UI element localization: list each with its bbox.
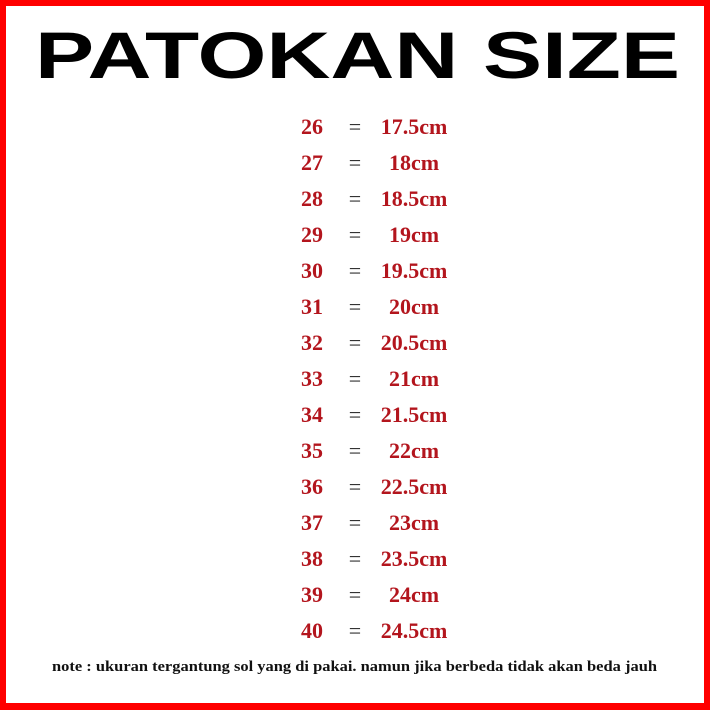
size-value: 30 <box>301 258 323 283</box>
length-value: 24.5cm <box>380 618 448 643</box>
size-value: 34 <box>301 402 323 427</box>
size-row: 32 = 20.5cm <box>0 325 710 361</box>
size-value: 33 <box>301 366 323 391</box>
equals-sign: = <box>348 474 362 499</box>
equals-sign: = <box>348 186 362 211</box>
size-row: 36 = 22.5cm <box>0 469 710 505</box>
size-row: 28 = 18.5cm <box>0 181 710 217</box>
equals-sign: = <box>348 114 362 139</box>
length-value: 21cm <box>388 366 440 391</box>
length-value: 17.5cm <box>380 114 448 139</box>
size-value: 28 <box>301 186 323 211</box>
size-row: 27 = 18cm <box>0 145 710 181</box>
size-value: 36 <box>301 474 323 499</box>
size-row: 35 = 22cm <box>0 433 710 469</box>
size-value: 37 <box>301 510 323 535</box>
length-value: 21.5cm <box>380 402 448 427</box>
size-value: 31 <box>301 294 323 319</box>
length-value: 23.5cm <box>380 546 448 571</box>
size-value: 26 <box>301 114 323 139</box>
size-chart-panel <box>6 6 704 703</box>
size-value: 29 <box>301 222 323 247</box>
length-value: 24cm <box>388 582 440 607</box>
equals-sign: = <box>348 618 362 643</box>
size-row: 26 = 17.5cm <box>0 109 710 145</box>
size-value: 27 <box>301 150 323 175</box>
size-value: 35 <box>301 438 323 463</box>
equals-sign: = <box>348 402 362 427</box>
size-row: 31 = 20cm <box>0 289 710 325</box>
size-value: 38 <box>301 546 323 571</box>
length-value: 19cm <box>388 222 440 247</box>
equals-sign: = <box>348 294 362 319</box>
length-value: 23cm <box>388 510 440 535</box>
equals-sign: = <box>348 438 362 463</box>
size-row: 39 = 24cm <box>0 577 710 613</box>
equals-sign: = <box>348 150 362 175</box>
equals-sign: = <box>348 366 362 391</box>
size-value: 39 <box>301 582 323 607</box>
equals-sign: = <box>348 510 362 535</box>
equals-sign: = <box>348 258 362 283</box>
length-value: 18.5cm <box>380 186 448 211</box>
size-row: 29 = 19cm <box>0 217 710 253</box>
title-svg: PATOKAN SIZE <box>35 18 680 92</box>
length-value: 18cm <box>388 150 440 175</box>
length-value: 20cm <box>388 294 440 319</box>
page-title: PATOKAN SIZE <box>35 18 680 92</box>
length-value: 20.5cm <box>380 330 448 355</box>
size-row: 30 = 19.5cm <box>0 253 710 289</box>
length-value: 19.5cm <box>380 258 448 283</box>
size-row: 37 = 23cm <box>0 505 710 541</box>
equals-sign: = <box>348 222 362 247</box>
size-row: 38 = 23.5cm <box>0 541 710 577</box>
equals-sign: = <box>348 330 362 355</box>
size-row: 33 = 21cm <box>0 361 710 397</box>
size-value: 40 <box>301 618 323 643</box>
size-value: 32 <box>301 330 323 355</box>
equals-sign: = <box>348 582 362 607</box>
size-row: 40 = 24.5cm <box>0 613 710 649</box>
equals-sign: = <box>348 546 362 571</box>
length-value: 22.5cm <box>380 474 448 499</box>
size-row: 34 = 21.5cm <box>0 397 710 433</box>
length-value: 22cm <box>388 438 440 463</box>
